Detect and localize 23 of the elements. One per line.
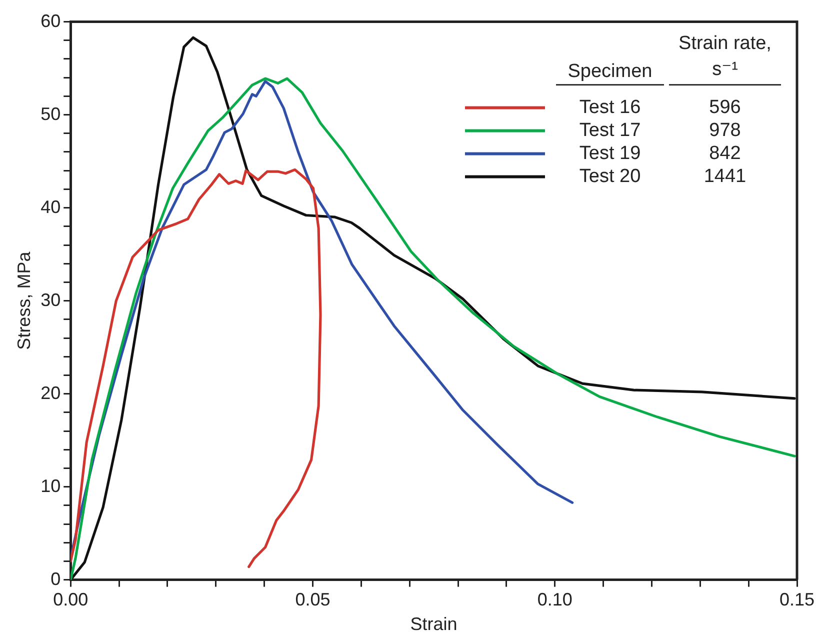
y-tick-label: 40 [40, 196, 61, 217]
legend-label: Test 17 [579, 120, 641, 142]
y-tick-label: 30 [40, 290, 61, 310]
annotation: 1441 [704, 166, 746, 188]
y-axis-title: Stress, MPa [14, 250, 34, 350]
x-tick-label: 0.00 [53, 590, 88, 610]
annotation: 842 [709, 143, 741, 164]
x-tick-label: 0.15 [779, 590, 815, 610]
legend-label: Test 16 [579, 97, 641, 118]
x-tick-label: 0.05 [295, 590, 330, 610]
legend-title: Specimen [568, 61, 652, 82]
legend-label: Test 19 [579, 143, 641, 164]
legend-label: Test 20 [579, 166, 641, 188]
y-tick-label: 20 [40, 382, 61, 403]
y-tick-label: 50 [40, 104, 61, 124]
x-tick-label: 0.10 [537, 590, 572, 610]
y-tick-label: 10 [40, 476, 61, 496]
annotation: 978 [709, 120, 741, 142]
x-axis-title: Strain [410, 614, 458, 634]
annotation: 596 [709, 97, 741, 118]
annotation: Strain rate, s⁻¹ [678, 33, 772, 80]
y-tick-label: 0 [50, 568, 61, 589]
y-tick-label: 60 [40, 10, 61, 31]
